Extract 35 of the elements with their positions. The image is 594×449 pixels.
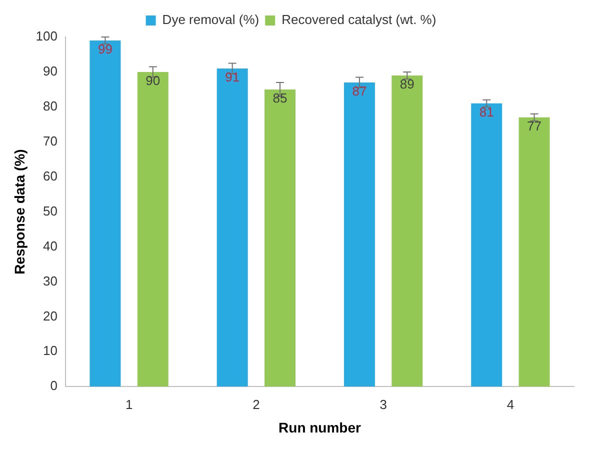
y-tick-label: 80 [43, 98, 58, 114]
bar [137, 72, 168, 387]
data-label: 90 [146, 73, 160, 88]
x-tick-label: 3 [380, 396, 387, 412]
y-tick-label: 60 [43, 168, 58, 184]
data-label: 99 [98, 42, 112, 57]
y-tick-label: 0 [50, 378, 58, 394]
data-label: 91 [225, 70, 240, 85]
legend-label: Dye removal (%) [162, 12, 260, 28]
bar [471, 103, 502, 387]
bar [90, 40, 121, 387]
y-tick-label: 50 [43, 203, 58, 218]
data-label: 81 [479, 104, 494, 120]
y-tick-label: 20 [43, 308, 58, 324]
bar [392, 75, 423, 387]
data-label: 89 [400, 76, 414, 92]
data-label: 77 [527, 118, 542, 134]
data-label: 85 [272, 90, 288, 106]
y-tick-label: 40 [43, 238, 58, 254]
y-tick-label: 70 [43, 133, 58, 148]
data-label: 87 [352, 84, 367, 99]
legend-label: Recovered catalyst (wt. %) [282, 12, 436, 28]
y-tick-label: 90 [43, 64, 58, 79]
x-axis-title: Run number [278, 419, 362, 436]
y-tick-label: 10 [43, 343, 58, 358]
y-tick-label: 30 [43, 273, 58, 288]
x-tick-label: 1 [125, 396, 133, 412]
x-tick-label: 4 [506, 396, 514, 412]
bar [344, 82, 375, 387]
bar [216, 68, 248, 387]
x-tick-label: 2 [252, 396, 260, 412]
bar [518, 117, 550, 387]
y-axis-title: Response data (%) [11, 149, 28, 274]
y-tick-label: 100 [36, 28, 58, 44]
bar [264, 89, 296, 387]
